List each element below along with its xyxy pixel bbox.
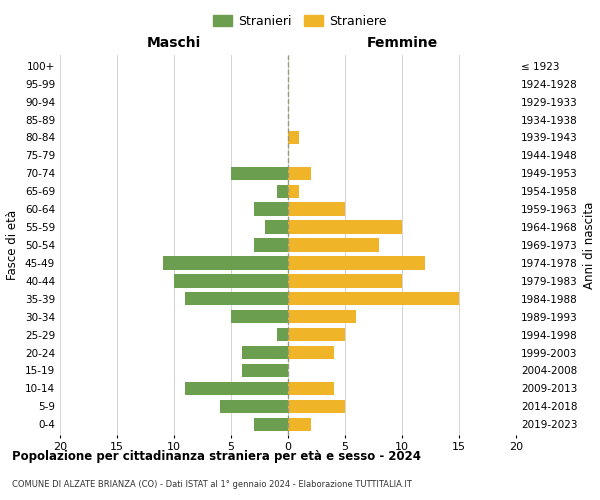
Text: COMUNE DI ALZATE BRIANZA (CO) - Dati ISTAT al 1° gennaio 2024 - Elaborazione TUT: COMUNE DI ALZATE BRIANZA (CO) - Dati IST… [12, 480, 412, 489]
Bar [288, 130, 299, 144]
Bar [242, 346, 288, 360]
Text: Femmine: Femmine [367, 36, 437, 50]
Bar [288, 166, 311, 180]
Bar [288, 346, 334, 360]
Bar [288, 202, 345, 216]
Bar [277, 184, 288, 198]
Legend: Stranieri, Straniere: Stranieri, Straniere [209, 11, 391, 32]
Bar [231, 166, 288, 180]
Bar [288, 256, 425, 270]
Bar [254, 418, 288, 431]
Bar [288, 310, 356, 324]
Y-axis label: Fasce di età: Fasce di età [7, 210, 19, 280]
Text: Maschi: Maschi [147, 36, 201, 50]
Bar [254, 202, 288, 216]
Bar [220, 400, 288, 413]
Bar [288, 400, 345, 413]
Text: Popolazione per cittadinanza straniera per età e sesso - 2024: Popolazione per cittadinanza straniera p… [12, 450, 421, 463]
Bar [254, 238, 288, 252]
Y-axis label: Anni di nascita: Anni di nascita [583, 202, 596, 288]
Bar [277, 328, 288, 342]
Bar [288, 238, 379, 252]
Bar [288, 382, 334, 395]
Bar [288, 328, 345, 342]
Bar [288, 184, 299, 198]
Bar [185, 292, 288, 306]
Bar [288, 292, 459, 306]
Bar [231, 310, 288, 324]
Bar [288, 274, 402, 287]
Bar [265, 220, 288, 234]
Bar [163, 256, 288, 270]
Bar [174, 274, 288, 287]
Bar [242, 364, 288, 377]
Bar [288, 220, 402, 234]
Bar [185, 382, 288, 395]
Bar [288, 418, 311, 431]
